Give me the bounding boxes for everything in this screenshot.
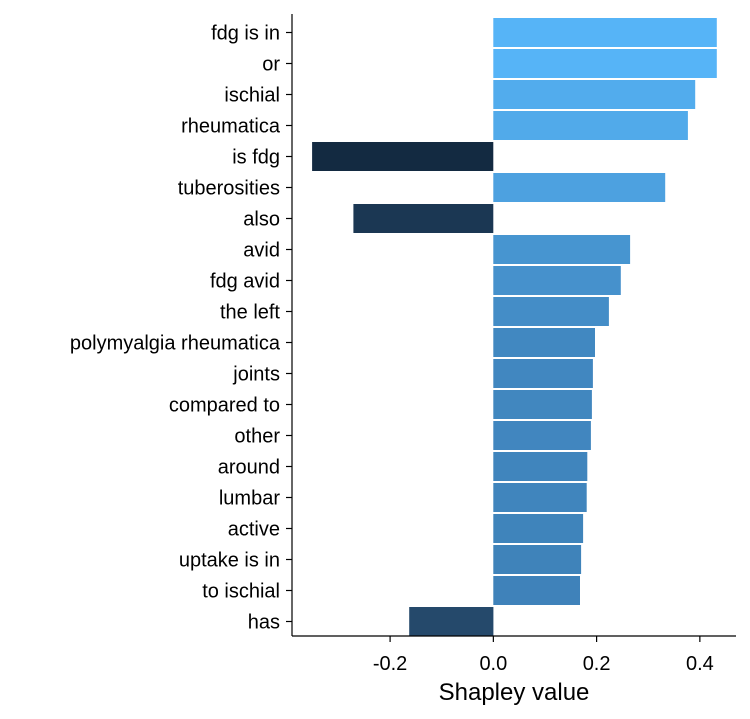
bar-compared-to (493, 390, 592, 419)
x-tick-label: 0.2 (583, 653, 611, 675)
bar-fdg-is-in (493, 18, 717, 47)
bar-ischial (493, 80, 696, 109)
category-label: uptake is in (179, 550, 280, 572)
bar-around (493, 452, 588, 481)
category-label: around (218, 457, 280, 479)
category-label: has (248, 612, 280, 634)
category-label: active (228, 519, 280, 541)
bar-the-left (493, 297, 609, 326)
category-label: avid (243, 240, 280, 262)
bar-joints (493, 359, 593, 388)
bar-or (493, 49, 717, 78)
bar-other (493, 421, 591, 450)
bar-fdg-avid (493, 266, 621, 295)
category-label: other (234, 426, 280, 448)
x-tick-label: 0.4 (686, 653, 714, 675)
category-labels-group: fdg is in or ischial rheumatica is fdg tubero… (70, 23, 281, 634)
category-label: polymyalgia rheumatica (70, 333, 281, 355)
bar-tuberosities (493, 173, 666, 202)
category-label: to ischial (202, 581, 280, 603)
category-label: is fdg (232, 147, 280, 169)
category-label: also (243, 209, 280, 231)
category-label: rheumatica (181, 116, 281, 138)
bar-avid (493, 235, 631, 264)
x-tick-label: 0.0 (479, 653, 507, 675)
x-axis-title: Shapley value (439, 679, 590, 706)
category-label: tuberosities (178, 178, 280, 200)
x-ticks-group: -0.2 0.0 0.2 0.4 (373, 636, 714, 675)
bar-is-fdg (312, 142, 494, 171)
y-ticks-group (286, 31, 292, 623)
category-label: compared to (169, 395, 280, 417)
bar-has (409, 607, 494, 636)
bars-group (312, 18, 717, 636)
bar-also (353, 204, 494, 233)
bar-active (493, 514, 584, 543)
bar-rheumatica (493, 111, 688, 140)
bar-to-ischial (493, 576, 580, 605)
category-label: the left (220, 302, 280, 324)
category-label: fdg avid (210, 271, 280, 293)
category-label: fdg is in (211, 23, 280, 45)
category-label: joints (232, 364, 280, 386)
bar-uptake-is-in (493, 545, 582, 574)
bar-polymyalgia-rheumatica (493, 328, 595, 357)
category-label: ischial (224, 85, 280, 107)
category-label: or (262, 54, 280, 76)
category-label: lumbar (219, 488, 280, 510)
bar-lumbar (493, 483, 587, 512)
x-tick-label: -0.2 (373, 653, 407, 675)
